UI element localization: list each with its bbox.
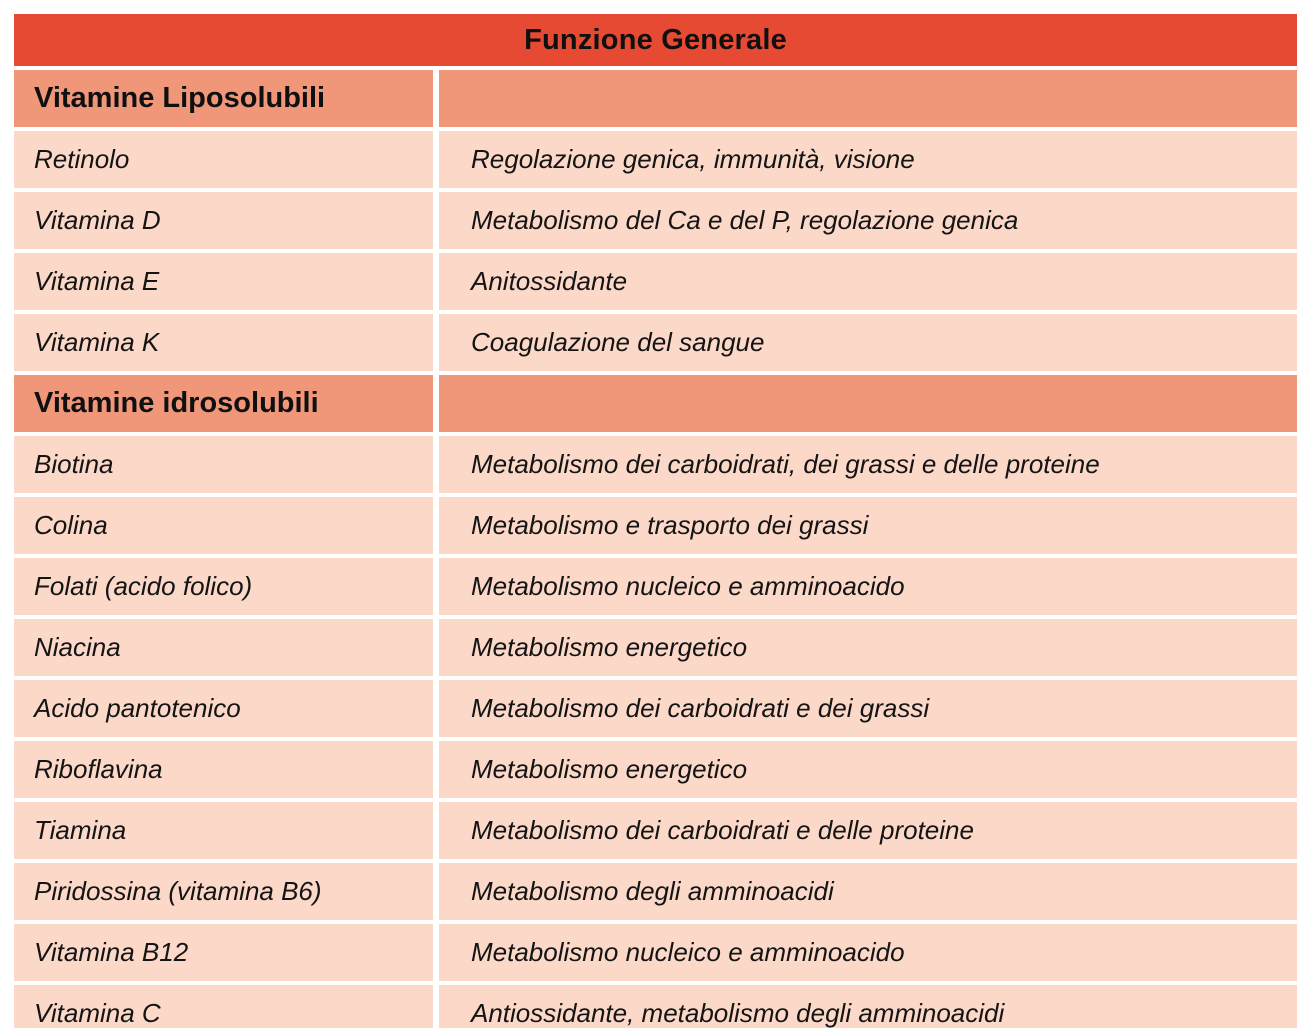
vitamin-function-cell: Metabolismo degli amminoacidi: [439, 863, 1297, 920]
vitamin-name-cell: Vitamina C: [14, 985, 439, 1028]
vitamin-name-cell: Folati (acido folico): [14, 558, 439, 615]
table-row: Vitamina B12 Metabolismo nucleico e ammin…: [14, 924, 1297, 981]
vitamin-function-cell: Metabolismo energetico: [439, 619, 1297, 676]
vitamin-name-cell: Riboflavina: [14, 741, 439, 798]
vitamin-function-cell: Coagulazione del sangue: [439, 314, 1297, 371]
section-header-row: Vitamine idrosolubili: [14, 375, 1297, 432]
table-row: Biotina Metabolismo dei carboidrati, dei …: [14, 436, 1297, 493]
vitamin-name-cell: Biotina: [14, 436, 439, 493]
table-row: Tiamina Metabolismo dei carboidrati e del…: [14, 802, 1297, 859]
table-row: Vitamina D Metabolismo del Ca e del P, re…: [14, 192, 1297, 249]
section-title-spacer: [439, 70, 1297, 127]
vitamin-name-cell: Vitamina K: [14, 314, 439, 371]
vitamin-name-cell: Niacina: [14, 619, 439, 676]
vitamin-function-cell: Antiossidante, metabolismo degli amminoa…: [439, 985, 1297, 1028]
vitamin-function-cell: Metabolismo dei carboidrati, dei grassi …: [439, 436, 1297, 493]
vitamin-name-cell: Vitamina B12: [14, 924, 439, 981]
table-row: Folati (acido folico) Metabolismo nucleic…: [14, 558, 1297, 615]
vitamin-function-cell: Metabolismo nucleico e amminoacido: [439, 558, 1297, 615]
table-title: Funzione Generale: [14, 14, 1297, 66]
vitamin-name-cell: Vitamina E: [14, 253, 439, 310]
table-row: Piridossina (vitamina B6) Metabolismo deg…: [14, 863, 1297, 920]
vitamin-function-cell: Metabolismo nucleico e amminoacido: [439, 924, 1297, 981]
table-row: Acido pantotenico Metabolismo dei carboid…: [14, 680, 1297, 737]
table-row: Riboflavina Metabolismo energetico: [14, 741, 1297, 798]
vitamin-name-cell: Piridossina (vitamina B6): [14, 863, 439, 920]
table-row: Retinolo Regolazione genica, immunità, vi…: [14, 131, 1297, 188]
section-title: Vitamine idrosolubili: [14, 375, 439, 432]
vitamin-function-table: Funzione Generale Vitamine Liposolubili R…: [14, 10, 1297, 1028]
vitamin-name-cell: Vitamina D: [14, 192, 439, 249]
vitamin-name-cell: Acido pantotenico: [14, 680, 439, 737]
vitamin-function-cell: Metabolismo e trasporto dei grassi: [439, 497, 1297, 554]
vitamin-name-cell: Colina: [14, 497, 439, 554]
vitamin-function-cell: Metabolismo del Ca e del P, regolazione …: [439, 192, 1297, 249]
table-row: Vitamina E Anitossidante: [14, 253, 1297, 310]
section-title-spacer: [439, 375, 1297, 432]
table-row: Vitamina K Coagulazione del sangue: [14, 314, 1297, 371]
table-header-row: Funzione Generale: [14, 14, 1297, 66]
table-row: Vitamina C Antiossidante, metabolismo deg…: [14, 985, 1297, 1028]
vitamin-function-cell: Metabolismo dei carboidrati e delle prot…: [439, 802, 1297, 859]
table-row: Colina Metabolismo e trasporto dei grassi: [14, 497, 1297, 554]
vitamin-function-cell: Regolazione genica, immunità, visione: [439, 131, 1297, 188]
vitamin-name-cell: Retinolo: [14, 131, 439, 188]
vitamin-function-cell: Metabolismo dei carboidrati e dei grassi: [439, 680, 1297, 737]
table-row: Niacina Metabolismo energetico: [14, 619, 1297, 676]
vitamin-function-cell: Metabolismo energetico: [439, 741, 1297, 798]
vitamin-function-cell: Anitossidante: [439, 253, 1297, 310]
section-header-row: Vitamine Liposolubili: [14, 70, 1297, 127]
table-body: Vitamine Liposolubili Retinolo Regolazione…: [14, 70, 1297, 1028]
section-title: Vitamine Liposolubili: [14, 70, 439, 127]
vitamin-name-cell: Tiamina: [14, 802, 439, 859]
